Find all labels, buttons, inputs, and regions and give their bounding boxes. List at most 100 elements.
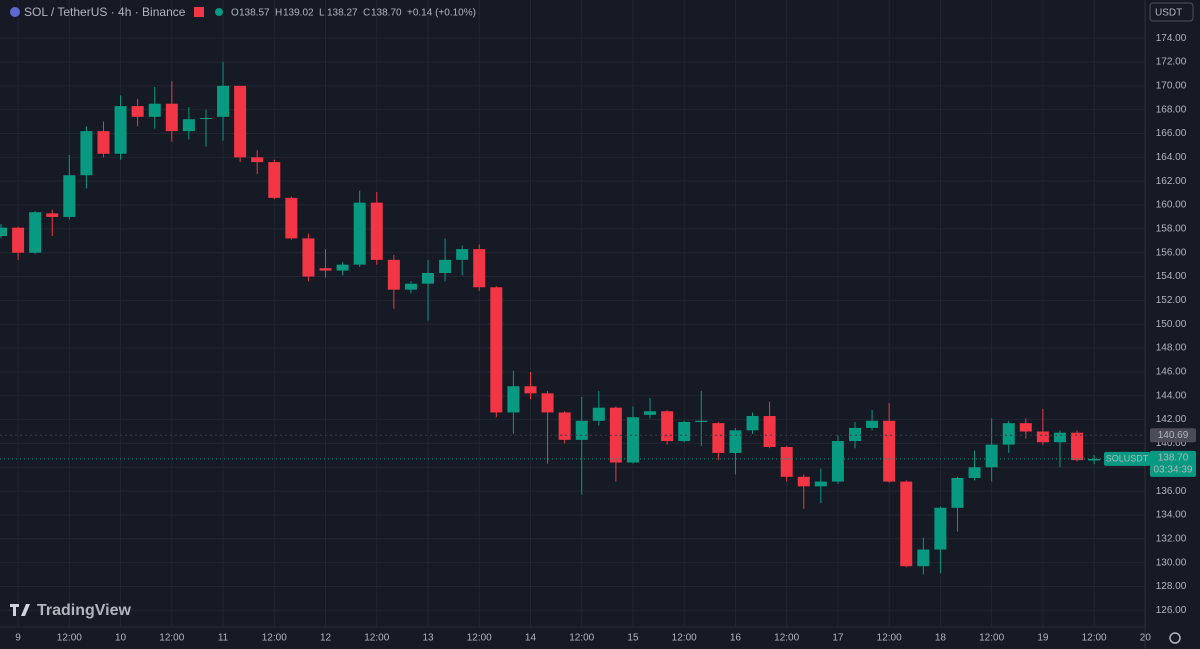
currency-button[interactable] bbox=[1149, 2, 1194, 22]
candle-body bbox=[797, 476, 810, 487]
x-tick-label: 12:00 bbox=[877, 633, 902, 644]
candle-body bbox=[1002, 423, 1015, 445]
y-tick-label: 164.00 bbox=[1156, 152, 1187, 163]
candle-body bbox=[217, 85, 230, 117]
candle-body bbox=[575, 420, 588, 440]
candle-body bbox=[524, 386, 537, 394]
ohlc-value: 138.27 bbox=[327, 8, 358, 19]
candle-body bbox=[900, 481, 913, 567]
candle-body bbox=[234, 85, 247, 158]
watermark: TradingView bbox=[37, 602, 132, 619]
candle-body bbox=[12, 227, 25, 253]
candles bbox=[0, 61, 1101, 575]
candle-body bbox=[951, 477, 964, 508]
y-tick-label: 132.00 bbox=[1156, 533, 1187, 544]
ohlc-legend: O 138.57 H 139.02 L 138.27 C 138.70 +0.14 (+0.10… bbox=[231, 8, 476, 19]
y-tick-label: 130.00 bbox=[1156, 557, 1187, 568]
y-tick-label: 152.00 bbox=[1156, 295, 1187, 306]
candle-body bbox=[934, 507, 947, 550]
currency-label[interactable]: USDT bbox=[1155, 8, 1182, 19]
y-tick-label: 126.00 bbox=[1156, 605, 1187, 616]
candle-body bbox=[1071, 432, 1084, 461]
candle-body bbox=[404, 283, 417, 290]
candle-body bbox=[695, 420, 708, 422]
candle-body bbox=[626, 417, 639, 463]
candle-body bbox=[29, 212, 42, 253]
market-status bbox=[215, 8, 223, 16]
x-tick-label: 14 bbox=[525, 633, 537, 644]
candle-body bbox=[1053, 432, 1066, 443]
y-tick-label: 146.00 bbox=[1156, 367, 1187, 378]
symbol-tag bbox=[1104, 451, 1150, 466]
y-tick-label: 172.00 bbox=[1156, 57, 1187, 68]
candle-body bbox=[285, 197, 298, 239]
marker-tag bbox=[1150, 428, 1196, 443]
ohlc-value: 139.02 bbox=[283, 8, 314, 19]
x-tick-label: 12:00 bbox=[569, 633, 594, 644]
y-tick-label: 160.00 bbox=[1156, 200, 1187, 211]
candle-body bbox=[114, 106, 127, 154]
y-tick-label: 158.00 bbox=[1156, 224, 1187, 235]
x-tick-label: 10 bbox=[115, 633, 127, 644]
y-tick-label: 128.00 bbox=[1156, 581, 1187, 592]
candle-body bbox=[148, 103, 161, 117]
candle-body bbox=[729, 430, 742, 453]
x-tick-label: 12:00 bbox=[262, 633, 287, 644]
ohlc-value: 138.70 bbox=[371, 8, 402, 19]
ohlc-key: H bbox=[275, 8, 282, 19]
candle-body bbox=[1036, 431, 1049, 443]
candle-body bbox=[490, 287, 503, 413]
y-tick-label: 170.00 bbox=[1156, 80, 1187, 91]
x-tick-label: 12:00 bbox=[57, 633, 82, 644]
y-tick-label: 150.00 bbox=[1156, 319, 1187, 330]
symbol-title[interactable]: SOL / TetherUS · 4h · Binance bbox=[24, 5, 186, 19]
x-tick-label: 19 bbox=[1037, 633, 1049, 644]
flag-icon[interactable] bbox=[194, 7, 204, 17]
ohlc-value: 138.57 bbox=[239, 8, 270, 19]
candle-body bbox=[370, 202, 383, 260]
candle-body bbox=[985, 444, 998, 468]
candle-body bbox=[831, 441, 844, 482]
candle-body bbox=[763, 416, 776, 448]
candle-body bbox=[473, 249, 486, 288]
candle-body bbox=[968, 467, 981, 478]
candle-body bbox=[746, 416, 759, 431]
settings-icon[interactable] bbox=[1169, 632, 1181, 644]
candle-body bbox=[712, 423, 725, 453]
x-tick-label: 12 bbox=[320, 633, 332, 644]
candle-body bbox=[80, 131, 93, 176]
x-tick-label: 12:00 bbox=[467, 633, 492, 644]
x-tick-label: 12:00 bbox=[979, 633, 1004, 644]
candle-body bbox=[507, 386, 520, 413]
grid bbox=[0, 0, 1146, 627]
candle-body bbox=[0, 227, 7, 237]
candle-body bbox=[251, 157, 264, 163]
candle-body bbox=[849, 427, 861, 442]
y-tick-label: 156.00 bbox=[1156, 247, 1187, 258]
y-tick-label: 148.00 bbox=[1156, 343, 1187, 354]
price-tag bbox=[1150, 450, 1196, 477]
ohlc-key: C bbox=[363, 8, 370, 19]
x-tick-label: 12:00 bbox=[672, 633, 697, 644]
symbol-icon bbox=[10, 7, 20, 17]
y-tick-label: 154.00 bbox=[1156, 271, 1187, 282]
candle-body bbox=[592, 407, 605, 421]
candle-body bbox=[387, 259, 400, 290]
x-tick-label: 18 bbox=[935, 633, 947, 644]
candle-body bbox=[439, 259, 452, 273]
candle-body bbox=[1019, 423, 1032, 432]
x-tick-label: 9 bbox=[15, 633, 21, 644]
candle-body bbox=[46, 213, 59, 217]
candle-body bbox=[814, 481, 827, 487]
candle-body bbox=[678, 421, 691, 442]
ohlc-change: +0.14 (+0.10%) bbox=[407, 8, 476, 19]
ohlc-key: L bbox=[319, 8, 325, 19]
symbol-tag-label: SOLUSDT bbox=[1106, 453, 1149, 463]
y-tick-label: 142.00 bbox=[1156, 414, 1187, 425]
candle-body bbox=[866, 420, 879, 428]
x-tick-label: 17 bbox=[832, 633, 844, 644]
y-tick-label: 136.00 bbox=[1156, 486, 1187, 497]
candle-body bbox=[780, 447, 793, 477]
